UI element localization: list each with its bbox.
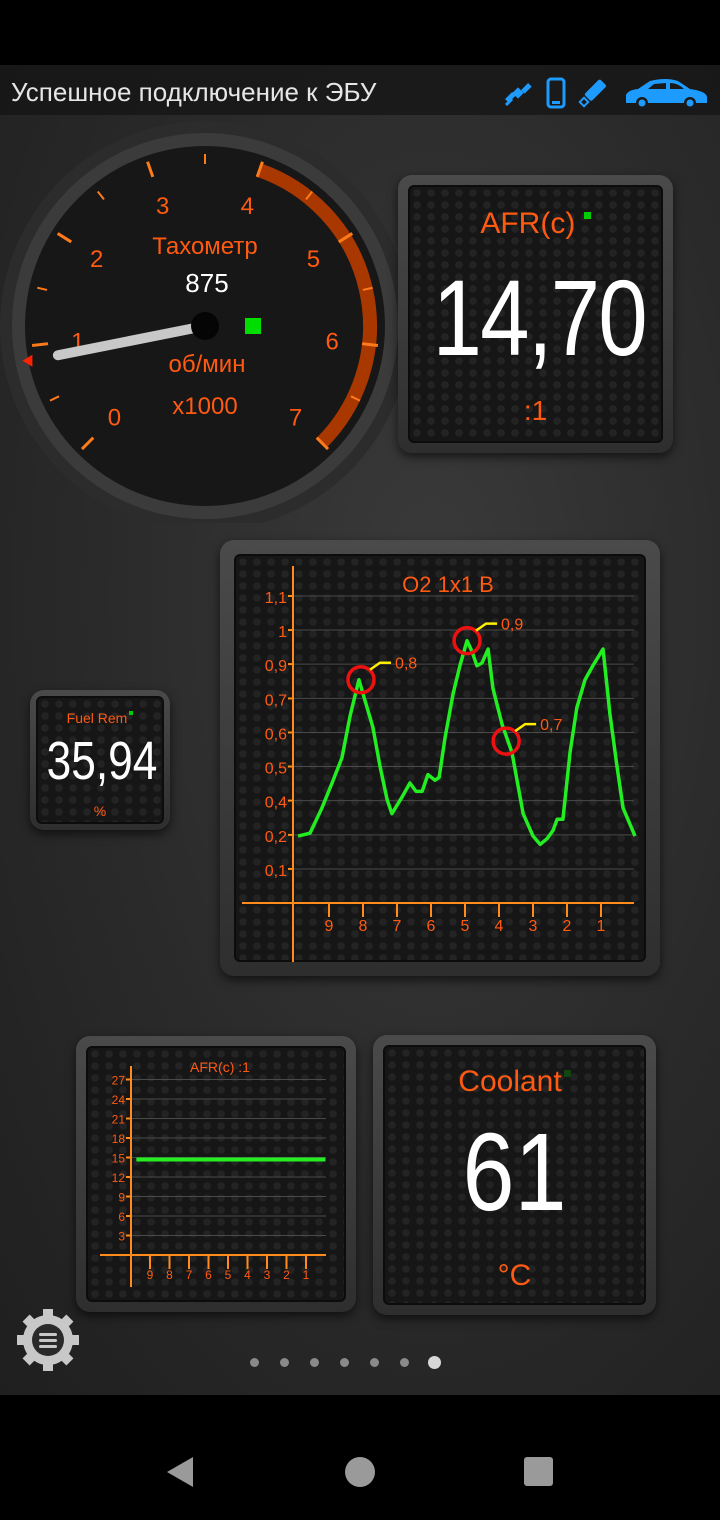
coolant-status-indicator: [563, 1070, 571, 1077]
phone-icon[interactable]: [546, 77, 566, 109]
recents-button[interactable]: [524, 1457, 553, 1486]
status-bar: [0, 0, 720, 65]
navigation-bar: [0, 1395, 720, 1520]
tick-mark: [337, 232, 354, 244]
fuel-value: 35,94: [46, 731, 158, 791]
y-tick-label: 0,7: [265, 692, 287, 709]
tick-mark: [255, 161, 264, 178]
annotation-leader: [475, 622, 498, 632]
afr-title: AFR(c): [410, 207, 661, 241]
scale-label: 4: [241, 193, 254, 220]
page-dot[interactable]: [400, 1358, 409, 1367]
scale-label: 0: [108, 405, 121, 432]
fuel-unit: %: [93, 803, 107, 819]
afr-status-indicator: [583, 212, 591, 219]
chart-title: O2 1x1 B: [402, 572, 494, 597]
annotation-circle: [346, 664, 376, 695]
tick-mark: [80, 436, 95, 451]
afr-panel[interactable]: AFR(c) 14,70 :1: [398, 175, 673, 453]
peak-marker: [22, 354, 33, 367]
fuel-status-indicator: [129, 711, 134, 715]
annotation-leader: [514, 722, 537, 733]
annotation-label: 0,7: [540, 717, 562, 734]
annotation-label: 0,9: [501, 617, 523, 634]
fuel-remaining-panel[interactable]: Fuel Rem 35,94 %: [30, 690, 170, 830]
afr-value: 14,70: [432, 257, 648, 378]
satellite-icon[interactable]: [502, 77, 534, 109]
needle-hub: [191, 312, 219, 340]
y-tick-label: 0,1: [265, 863, 287, 880]
tick-mark: [96, 190, 105, 200]
fuel-title: Fuel Rem: [38, 710, 162, 726]
tachometer-title: Тахометр: [152, 233, 258, 260]
status-indicator: [245, 318, 261, 334]
tick-mark: [31, 342, 49, 347]
gauge-needle: [52, 321, 210, 361]
coolant-value: 61: [462, 1111, 567, 1234]
page-dot[interactable]: [250, 1358, 259, 1367]
tick-mark: [56, 232, 73, 244]
tick-mark: [350, 395, 361, 402]
tick-mark: [146, 161, 155, 178]
home-button[interactable]: [345, 1457, 375, 1487]
x-tick-label: 2: [563, 918, 572, 935]
x-tick-label: 8: [359, 918, 368, 935]
x-tick-label: 4: [495, 918, 504, 935]
afr-chart-panel[interactable]: [76, 1036, 356, 1312]
tick-mark: [305, 190, 314, 200]
x-tick-label: 7: [393, 918, 402, 935]
y-tick-label: 0,5: [265, 761, 287, 778]
series-line: [297, 638, 637, 847]
tick-mark: [37, 286, 48, 291]
scale-label: 7: [289, 405, 302, 432]
tick-mark: [361, 342, 379, 347]
tachometer-multiplier: x1000: [172, 393, 238, 420]
annotation-circle: [491, 726, 521, 756]
y-tick-label: 1: [278, 624, 287, 641]
tachometer-value: 875: [185, 268, 229, 298]
x-tick-label: 6: [427, 918, 436, 935]
y-tick-label: 0,9: [265, 658, 287, 675]
tachometer-unit: об/мин: [168, 351, 246, 378]
page-dot[interactable]: [370, 1358, 379, 1367]
coolant-title: Coolant: [385, 1065, 644, 1099]
car-icon[interactable]: [622, 77, 710, 109]
title-bar: Успешное подключение к ЭБУ: [0, 65, 720, 115]
scale-label: 3: [156, 193, 169, 220]
x-tick-label: 1: [597, 918, 606, 935]
y-tick-label: 0,6: [265, 726, 287, 743]
scale-label: 2: [90, 246, 103, 273]
page-dot[interactable]: [340, 1358, 349, 1367]
page-dot[interactable]: [280, 1358, 289, 1367]
x-tick-label: 3: [529, 918, 538, 935]
annotation-leader: [369, 661, 391, 671]
usb-adapter-icon[interactable]: [578, 77, 610, 109]
afr-unit: :1: [523, 395, 548, 426]
tick-mark: [49, 395, 60, 402]
x-tick-label: 9: [325, 918, 334, 935]
back-button[interactable]: [165, 1455, 195, 1489]
page-dot[interactable]: [310, 1358, 319, 1367]
settings-gear-icon[interactable]: [13, 1305, 83, 1375]
annotation-circle: [452, 625, 482, 656]
y-tick-label: 1,1: [265, 590, 287, 607]
y-tick-label: 0,4: [265, 795, 287, 812]
connection-status: Успешное подключение к ЭБУ: [11, 77, 377, 107]
scale-label: 6: [326, 328, 339, 355]
scale-label: 5: [307, 246, 320, 273]
x-tick-label: 5: [461, 918, 470, 935]
annotation-label: 0,8: [395, 656, 417, 673]
tick-mark: [362, 286, 373, 291]
y-tick-label: 0,2: [265, 829, 287, 846]
tick-mark: [315, 436, 330, 451]
coolant-panel[interactable]: Coolant 61 °C: [373, 1035, 656, 1315]
page-dot[interactable]: [428, 1356, 441, 1369]
coolant-unit: °C: [497, 1259, 532, 1292]
